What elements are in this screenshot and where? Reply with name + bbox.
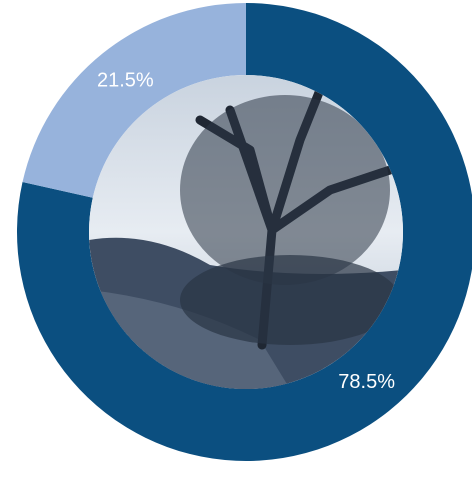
data-label: 78.5% (338, 371, 395, 393)
chart: 78.5% 21.5% (0, 0, 472, 489)
data-label: 21.5% (97, 70, 154, 92)
center-photo (89, 75, 403, 389)
